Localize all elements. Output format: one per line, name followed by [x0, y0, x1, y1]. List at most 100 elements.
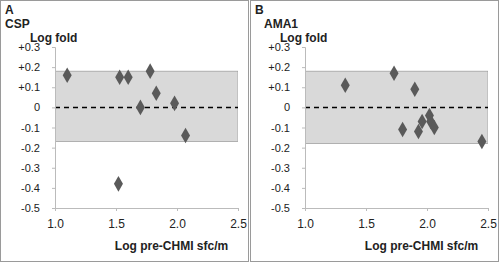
x-tick-label: 2.0	[169, 217, 186, 231]
x-tick-label: 1.5	[358, 217, 375, 231]
y-axis-title: Log fold	[30, 31, 77, 45]
x-axis-line	[56, 209, 239, 212]
y-tick-mark	[52, 67, 55, 68]
panel-frame	[251, 1, 499, 262]
y-tick-label: 0	[284, 101, 290, 113]
y-tick: -0.2	[271, 142, 305, 154]
y-tick: -0.1	[21, 122, 55, 134]
y-tick-mark	[52, 148, 55, 149]
y-tick-label: -0.1	[21, 122, 40, 134]
x-tick-mark	[366, 208, 367, 211]
y-tick-label: -0.4	[271, 182, 290, 194]
y-tick: +0.1	[18, 81, 55, 93]
y-axis-line	[52, 48, 56, 209]
x-tick-label: 2.5	[230, 217, 247, 231]
point	[430, 120, 439, 136]
x-tick: 1.5	[108, 208, 125, 231]
point	[477, 134, 486, 150]
x-tick-mark	[488, 208, 489, 211]
x-tick-label: 1.0	[297, 217, 314, 231]
y-tick-mark	[302, 188, 305, 189]
y-tick: -0.3	[271, 162, 305, 174]
y-tick-mark	[302, 148, 305, 149]
point	[115, 69, 124, 85]
y-tick-label: -0.5	[21, 202, 40, 214]
y-tick: 0	[284, 101, 305, 113]
y-tick-mark	[302, 67, 305, 68]
y-tick-label: -0.3	[271, 162, 290, 174]
figure: 1.0 1.5 2.0 2.5 -0.5 -0.4 -0.3 -0.2 -0.1 0 +0.1 +0.…	[0, 0, 500, 262]
point	[390, 65, 399, 81]
y-tick: -0.4	[271, 182, 305, 194]
point	[341, 77, 350, 93]
x-tick: 2.0	[169, 208, 186, 231]
point	[170, 96, 179, 112]
y-axis-title: Log fold	[280, 31, 327, 45]
x-tick-mark	[427, 208, 428, 211]
y-tick-label: -0.5	[271, 202, 290, 214]
x-axis-line	[306, 209, 489, 212]
point	[398, 122, 407, 138]
x-axis: 1.0 1.5 2.0 2.5	[47, 208, 247, 231]
point	[152, 86, 161, 102]
x-axis-title: Log pre-CHMI sfc/m	[365, 239, 478, 253]
panel-label: B	[255, 3, 264, 17]
y-tick-label: +0.1	[268, 81, 290, 93]
y-tick-mark	[52, 168, 55, 169]
y-tick-label: -0.2	[21, 142, 40, 154]
y-tick-label: +0.2	[268, 61, 290, 73]
panel-frame	[1, 1, 249, 262]
y-tick-mark	[52, 128, 55, 129]
y-axis: -0.5-0.4-0.3-0.2-0.10+0.1+0.2+0.3	[18, 41, 55, 214]
y-tick-label: 0	[34, 101, 40, 113]
y-tick-label: -0.4	[21, 182, 40, 194]
y-tick: -0.4	[21, 182, 55, 194]
point	[114, 176, 123, 192]
y-tick-mark	[52, 188, 55, 189]
x-axis-title: Log pre-CHMI sfc/m	[115, 239, 228, 253]
point	[146, 63, 155, 79]
y-tick: 0	[34, 101, 55, 113]
y-tick-mark	[52, 87, 55, 88]
point	[181, 128, 190, 144]
y-tick: +0.1	[268, 81, 305, 93]
y-tick: -0.2	[21, 142, 55, 154]
x-tick: 2.5	[230, 208, 247, 231]
x-tick-mark	[177, 208, 178, 211]
panel: 1.0 1.5 2.0 2.5 -0.5 -0.4 -0.3 -0.2 -0.1 0 +0.1 +0.…	[251, 1, 499, 262]
reference-band	[305, 71, 488, 143]
x-tick-label: 1.0	[47, 217, 64, 231]
y-tick-mark	[302, 87, 305, 88]
point	[418, 114, 427, 130]
reference-band	[55, 71, 238, 141]
y-tick-mark	[302, 128, 305, 129]
plot-area	[305, 65, 488, 149]
reference-line	[55, 107, 238, 109]
y-tick: +0.2	[268, 61, 305, 73]
x-tick: 2.0	[419, 208, 436, 231]
x-tick-label: 2.0	[419, 217, 436, 231]
x-tick: 2.5	[480, 208, 497, 231]
y-tick-label: +0.2	[18, 61, 40, 73]
y-tick-mark	[302, 168, 305, 169]
x-tick-label: 2.5	[480, 217, 497, 231]
plot-area	[55, 63, 238, 191]
point	[63, 67, 72, 83]
y-tick: +0.2	[18, 61, 55, 73]
y-axis-line	[302, 48, 306, 209]
y-tick-label: -0.3	[21, 162, 40, 174]
point	[124, 69, 133, 85]
x-tick-label: 1.5	[108, 217, 125, 231]
title: CSP	[5, 17, 30, 31]
x-tick-mark	[116, 208, 117, 211]
y-tick-mark	[52, 208, 55, 209]
y-tick: -0.5	[21, 202, 55, 214]
point	[136, 100, 145, 116]
x-tick: 1.5	[358, 208, 375, 231]
y-tick-label: +0.1	[18, 81, 40, 93]
x-tick: 1.0	[297, 208, 314, 231]
y-tick-label: -0.1	[271, 122, 290, 134]
title: AMA1	[264, 17, 298, 31]
y-tick: -0.3	[21, 162, 55, 174]
reference-line	[305, 107, 488, 109]
